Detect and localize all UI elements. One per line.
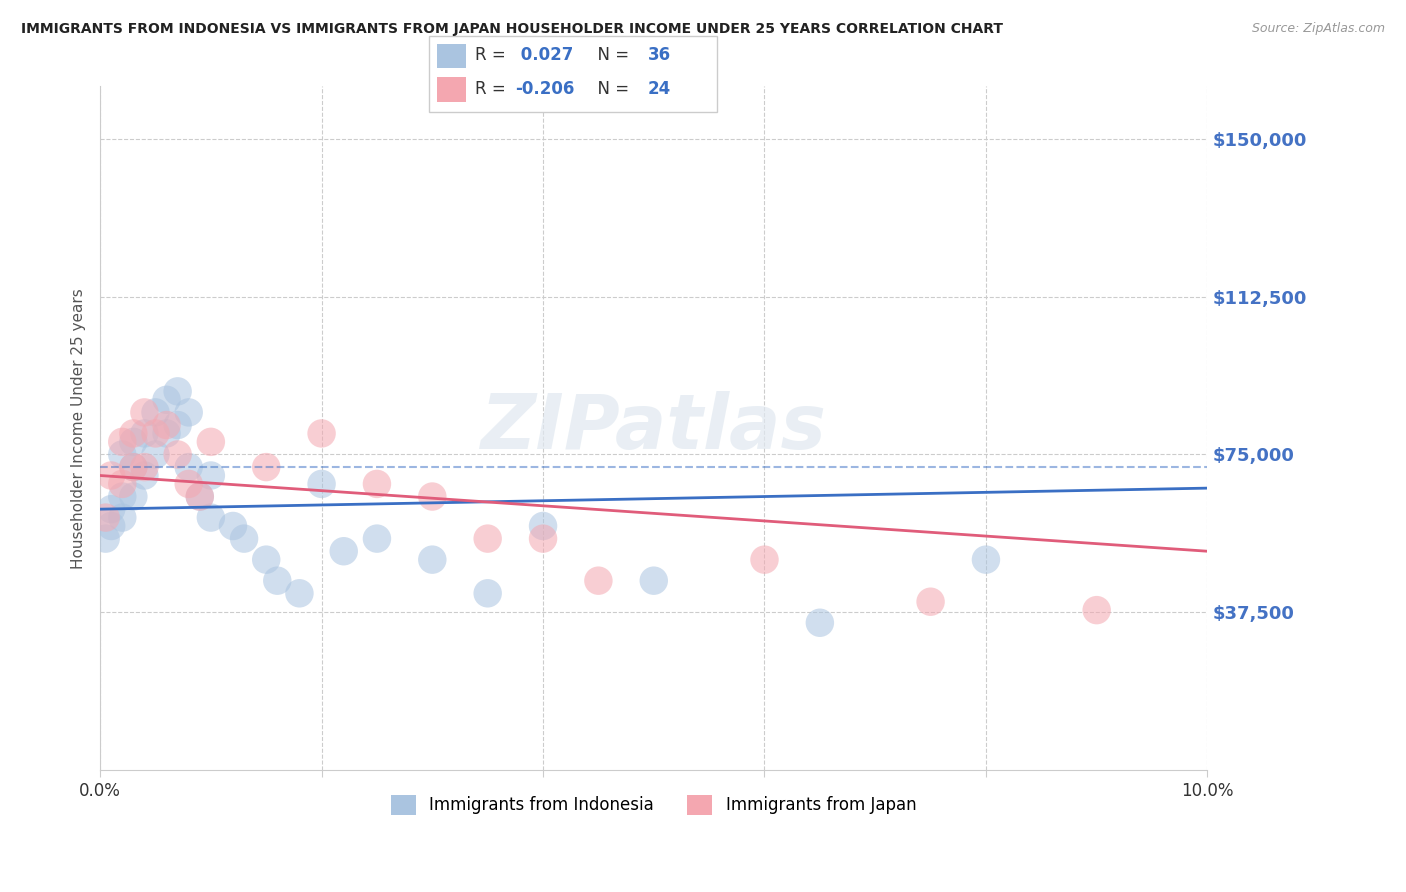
Point <box>200 468 222 483</box>
Point <box>134 426 156 441</box>
Point <box>134 405 156 419</box>
Legend: Immigrants from Indonesia, Immigrants from Japan: Immigrants from Indonesia, Immigrants fr… <box>382 786 925 823</box>
Point <box>288 586 311 600</box>
Text: 0.027: 0.027 <box>515 46 574 64</box>
Point <box>188 490 211 504</box>
Text: IMMIGRANTS FROM INDONESIA VS IMMIGRANTS FROM JAPAN HOUSEHOLDER INCOME UNDER 25 Y: IMMIGRANTS FROM INDONESIA VS IMMIGRANTS … <box>21 22 1002 37</box>
FancyBboxPatch shape <box>429 36 717 112</box>
Point <box>531 532 554 546</box>
Point <box>588 574 610 588</box>
Point <box>200 510 222 524</box>
Point <box>477 532 499 546</box>
Point <box>808 615 831 630</box>
Point <box>122 460 145 475</box>
Point <box>177 405 200 419</box>
Text: R =: R = <box>475 46 510 64</box>
Point <box>100 468 122 483</box>
Point <box>166 417 188 432</box>
Point <box>111 490 134 504</box>
Point <box>122 434 145 449</box>
Point <box>134 460 156 475</box>
Point <box>643 574 665 588</box>
Point <box>111 434 134 449</box>
Point <box>222 519 245 533</box>
Point <box>122 490 145 504</box>
FancyBboxPatch shape <box>437 44 467 69</box>
Point <box>254 552 277 566</box>
Text: N =: N = <box>588 46 634 64</box>
Point <box>111 477 134 491</box>
Point <box>94 510 117 524</box>
Point <box>332 544 354 558</box>
Point <box>111 510 134 524</box>
Point <box>420 490 443 504</box>
Point <box>420 552 443 566</box>
Point <box>366 532 388 546</box>
Text: 36: 36 <box>648 46 671 64</box>
Point <box>920 595 942 609</box>
Point <box>155 392 177 407</box>
FancyBboxPatch shape <box>437 78 467 102</box>
Point <box>233 532 256 546</box>
Text: Source: ZipAtlas.com: Source: ZipAtlas.com <box>1251 22 1385 36</box>
Point <box>366 477 388 491</box>
Point <box>122 460 145 475</box>
Point <box>145 405 167 419</box>
Point <box>531 519 554 533</box>
Point <box>100 502 122 516</box>
Text: R =: R = <box>475 80 510 98</box>
Text: N =: N = <box>588 80 634 98</box>
Text: -0.206: -0.206 <box>515 80 575 98</box>
Point <box>166 384 188 399</box>
Text: 24: 24 <box>648 80 671 98</box>
Point <box>145 447 167 461</box>
Point <box>94 532 117 546</box>
Point <box>166 447 188 461</box>
Point <box>254 460 277 475</box>
Point <box>177 460 200 475</box>
Y-axis label: Householder Income Under 25 years: Householder Income Under 25 years <box>72 288 86 568</box>
Point <box>134 468 156 483</box>
Point <box>177 477 200 491</box>
Point <box>122 426 145 441</box>
Point <box>155 417 177 432</box>
Point <box>754 552 776 566</box>
Point <box>974 552 997 566</box>
Text: ZIPatlas: ZIPatlas <box>481 392 827 466</box>
Point <box>145 426 167 441</box>
Point <box>311 477 333 491</box>
Point <box>311 426 333 441</box>
Point <box>1085 603 1108 617</box>
Point <box>188 490 211 504</box>
Point <box>266 574 288 588</box>
Point <box>100 519 122 533</box>
Point <box>155 426 177 441</box>
Point <box>200 434 222 449</box>
Point <box>477 586 499 600</box>
Point <box>111 447 134 461</box>
